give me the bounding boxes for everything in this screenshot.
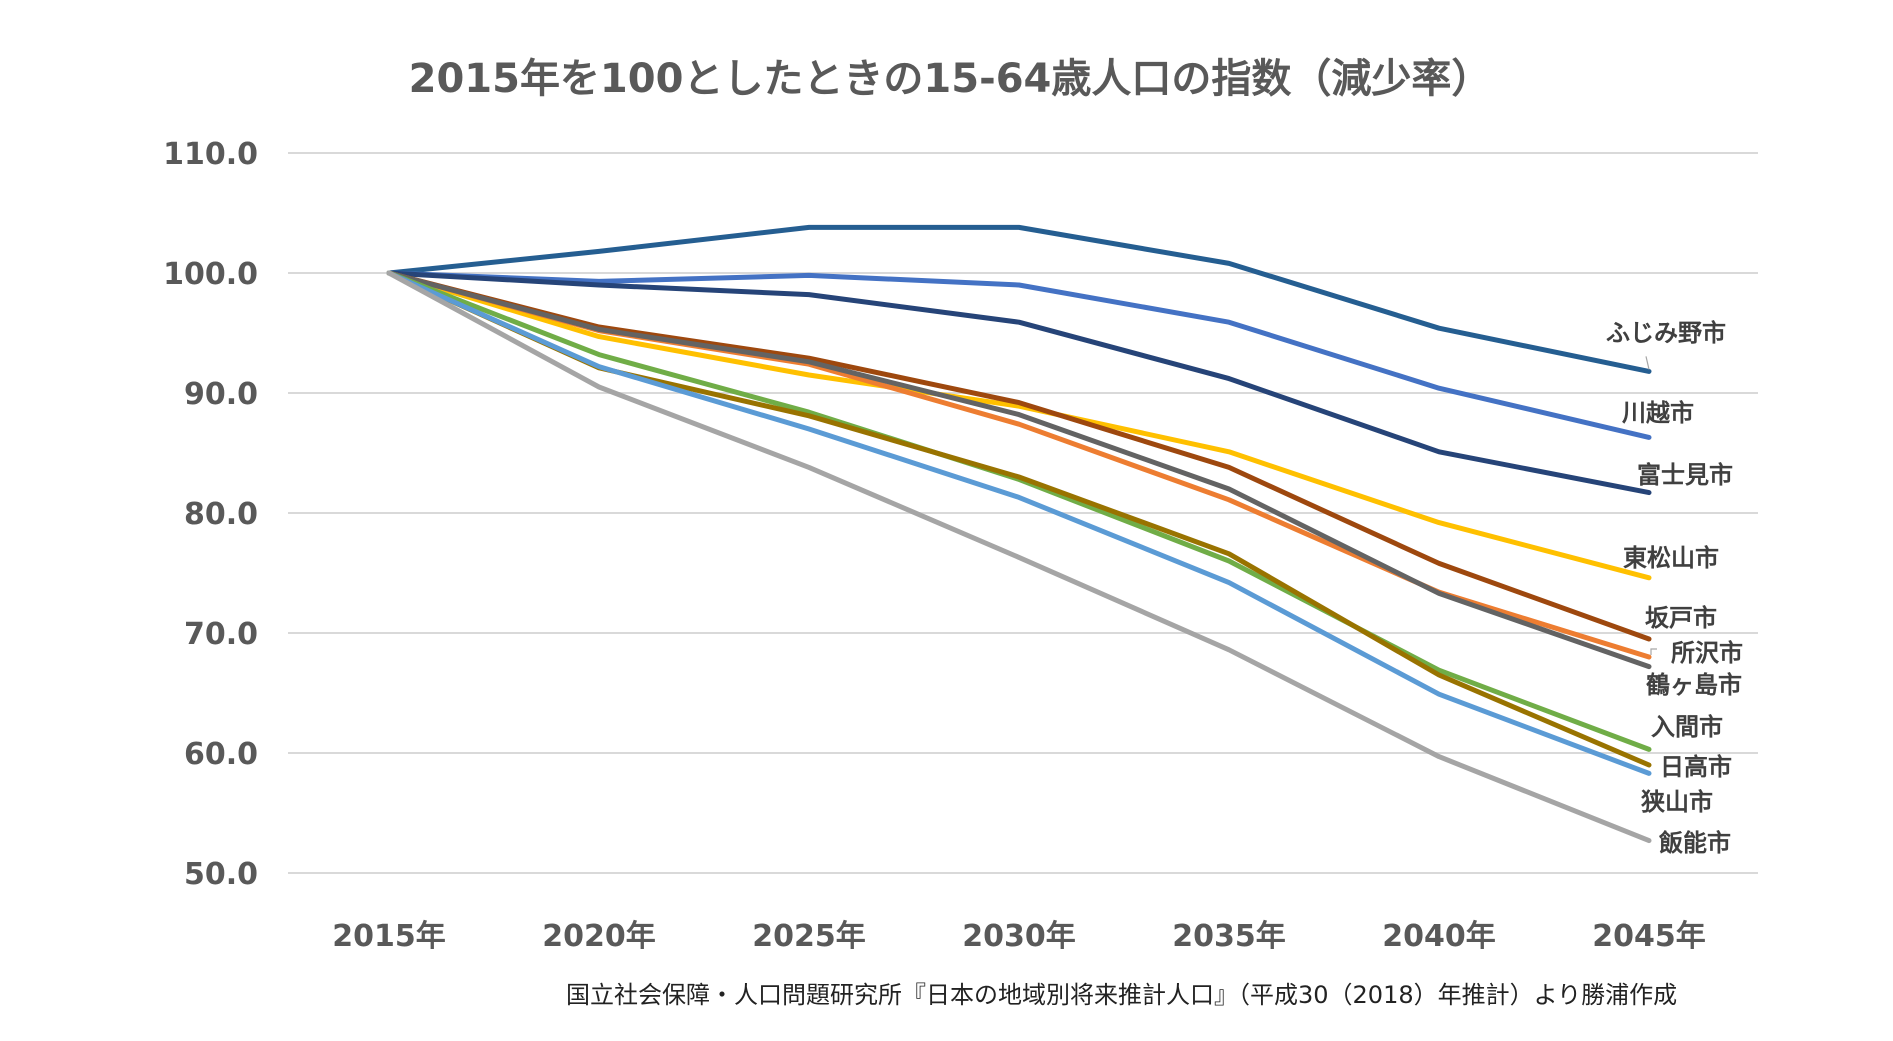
series-label: 入間市 [1651,713,1723,741]
series-line [386,270,1652,844]
y-tick-label: 70.0 [184,617,258,652]
series-label: 所沢市 [1671,639,1743,667]
leader-line [1645,356,1650,370]
series-label: 日高市 [1660,753,1732,781]
leader-line [1650,648,1657,655]
y-tick-label: 80.0 [184,497,258,532]
series-label: 鶴ヶ島市 [1646,671,1742,699]
series-label: 坂戸市 [1645,604,1717,632]
y-tick-label: 110.0 [163,137,258,172]
y-tick-label: 60.0 [184,737,258,772]
series-label: 飯能市 [1658,829,1731,857]
series-line [386,270,1652,752]
series-line [386,224,1652,374]
x-tick-label: 2030年 [962,919,1076,954]
series-line [386,270,1652,440]
x-axis-ticks: 2015年 2020年 2025年 2030年 2035年 2040年 2045年 [332,919,1706,954]
y-tick-label: 50.0 [184,857,258,892]
x-tick-label: 2040年 [1382,919,1496,954]
gridlines [288,152,1758,874]
series-lines [386,224,1652,844]
x-tick-label: 2015年 [332,919,446,954]
source-note: 国立社会保障・人口問題研究所『日本の地域別将来推計人口』（平成30（2018）年… [566,981,1677,1009]
series-label: 狭山市 [1640,788,1713,816]
series-label: 川越市 [1622,399,1694,427]
series-label: ふじみ野市 [1606,319,1726,347]
series-line [386,270,1652,581]
series-line [386,270,1652,670]
y-axis-ticks: 110.0 100.0 90.0 80.0 70.0 60.0 50.0 [163,137,258,892]
series-line [386,270,1652,776]
series-label: 東松山市 [1623,544,1719,572]
series-label: 富士見市 [1637,461,1733,489]
x-tick-label: 2045年 [1592,919,1706,954]
y-tick-label: 90.0 [184,377,258,412]
series-line [386,270,1652,496]
y-tick-label: 100.0 [163,257,258,292]
x-tick-label: 2035年 [1172,919,1286,954]
x-tick-label: 2025年 [752,919,866,954]
x-tick-label: 2020年 [542,919,656,954]
chart-title: 2015年を100としたときの15-64歳人口の指数（減少率） [409,56,1492,102]
